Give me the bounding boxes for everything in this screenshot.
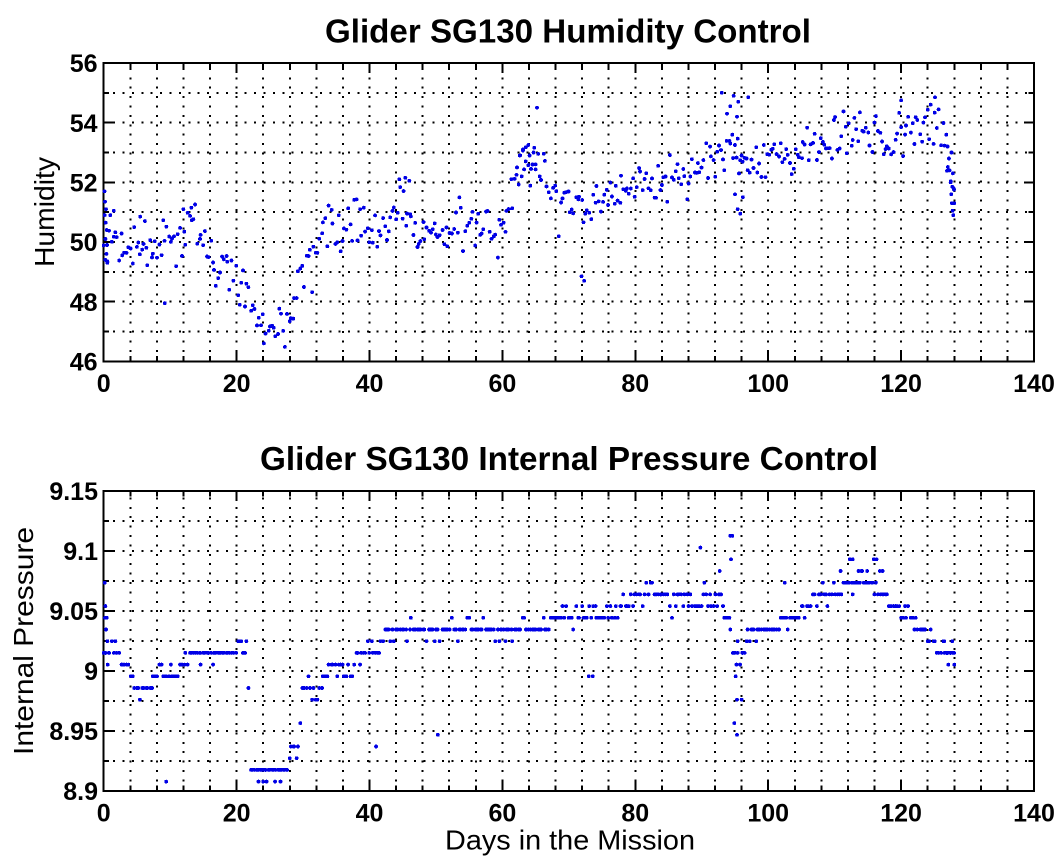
svg-text:9: 9 <box>84 658 98 686</box>
svg-text:9.1: 9.1 <box>63 538 98 566</box>
svg-text:20: 20 <box>223 799 251 827</box>
svg-text:80: 80 <box>621 370 649 398</box>
svg-text:50: 50 <box>70 229 98 257</box>
svg-text:0: 0 <box>97 799 111 827</box>
svg-text:80: 80 <box>621 799 649 827</box>
svg-text:40: 40 <box>356 370 384 398</box>
svg-text:8.95: 8.95 <box>49 718 98 746</box>
svg-text:60: 60 <box>488 370 516 398</box>
svg-text:120: 120 <box>880 370 922 398</box>
svg-text:8.9: 8.9 <box>63 778 98 806</box>
svg-text:56: 56 <box>70 50 98 78</box>
svg-text:Glider SG130 Humidity Control: Glider SG130 Humidity Control <box>325 14 811 51</box>
svg-text:60: 60 <box>488 799 516 827</box>
svg-text:52: 52 <box>70 170 98 198</box>
svg-text:Days in the Mission: Days in the Mission <box>445 825 695 856</box>
svg-text:54: 54 <box>70 110 98 138</box>
svg-text:0: 0 <box>97 370 111 398</box>
svg-text:100: 100 <box>747 799 789 827</box>
svg-text:9.15: 9.15 <box>49 478 98 506</box>
svg-text:140: 140 <box>1013 370 1055 398</box>
svg-text:Glider SG130 Internal Pressure: Glider SG130 Internal Pressure Control <box>260 441 878 478</box>
svg-text:46: 46 <box>70 349 98 377</box>
svg-text:20: 20 <box>223 370 251 398</box>
svg-text:48: 48 <box>70 289 98 317</box>
svg-text:Humidity: Humidity <box>29 157 60 267</box>
svg-text:140: 140 <box>1013 799 1055 827</box>
svg-text:120: 120 <box>880 799 922 827</box>
svg-text:9.05: 9.05 <box>49 598 98 626</box>
svg-text:40: 40 <box>356 799 384 827</box>
svg-text:Internal Pressure: Internal Pressure <box>8 527 39 755</box>
svg-text:100: 100 <box>747 370 789 398</box>
